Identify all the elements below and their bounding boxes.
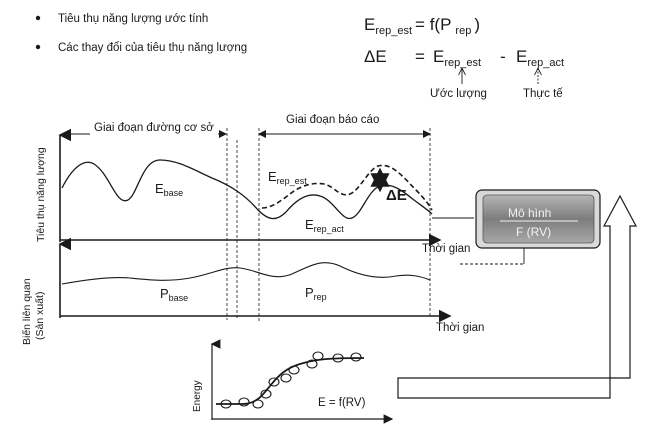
variable-time-label: Thời gian	[436, 322, 484, 334]
feedback-arrow	[397, 194, 637, 399]
bullet-consumption-changes: Các thay đổi của tiêu thụ năng lượng	[58, 42, 247, 54]
formula-delta-term2: Erep_act	[516, 47, 564, 69]
formula-delta-term1: Erep_est	[433, 47, 481, 69]
e-rep-act-label: Erep_act	[305, 217, 344, 234]
data-point	[332, 353, 344, 363]
variable-axis-label-1: Biến liên quan	[21, 278, 33, 345]
formula-delta-minus: -	[500, 47, 506, 66]
baseline-period-label-bg	[90, 121, 218, 135]
data-point	[350, 352, 362, 362]
data-point	[280, 373, 292, 383]
model-box-function: F (RV)	[516, 225, 551, 239]
data-point	[288, 365, 300, 375]
delta-e-label: ΔE	[386, 187, 407, 204]
e-rep-est-curve	[261, 164, 433, 211]
model-box-inner	[482, 194, 595, 244]
data-point	[312, 351, 324, 361]
formula-delta-eq: =	[415, 47, 425, 66]
report-period-label-bg	[282, 112, 397, 126]
e-base-curve	[61, 159, 287, 220]
bullet-list: Tiêu thụ năng lượng ước tính Các thay đổ…	[35, 13, 247, 54]
regression-energy-label: Energy	[192, 380, 203, 412]
e-rep-act-curve	[285, 184, 433, 220]
bullet-estimated-consumption: Tiêu thụ năng lượng ước tính	[58, 13, 208, 25]
data-point	[238, 397, 250, 407]
actual-label: Thực tế	[523, 88, 563, 100]
estimate-label: Ước lượng	[430, 88, 487, 100]
formula-estimate: Erep_est = f(P rep)	[364, 15, 480, 37]
p-base-label: Pbase	[160, 286, 188, 303]
production-curve	[61, 262, 431, 285]
data-point	[260, 389, 272, 399]
data-point	[220, 399, 232, 409]
variable-chart: Biến liên quan (Sản xuất) Thời gian Pbas…	[21, 237, 484, 345]
energy-time-label: Thời gian	[422, 243, 470, 255]
regression-equation: E = f(RV)	[318, 397, 366, 409]
energy-chart: Tiêu thụ năng lượng Thời gian Ebase Erep…	[35, 128, 470, 255]
report-period-label: Giai đoạn báo cáo	[286, 114, 379, 126]
formula-delta-label: ΔE	[364, 47, 387, 66]
data-point	[268, 377, 280, 387]
variable-axis-label-2: (Sản xuất)	[34, 292, 46, 340]
baseline-period-label: Giai đoạn đường cơ sở	[94, 122, 214, 134]
period-headers: Giai đoạn đường cơ sở Giai đoạn báo cáo	[63, 112, 431, 138]
model-box: Mô hình F (RV)	[475, 189, 601, 249]
model-box-title: Mô hình	[508, 206, 551, 220]
period-separators	[226, 128, 431, 322]
bullet-dot	[35, 44, 41, 50]
regression-points	[220, 351, 362, 409]
p-rep-label: Prep	[305, 285, 327, 302]
formula-block: Erep_est = f(P rep) ΔE = Erep_est - Erep_a…	[364, 15, 564, 100]
regression-inset: Energy E = f(RV)	[192, 339, 394, 424]
data-point	[306, 359, 318, 369]
bullet-dot	[35, 15, 41, 21]
data-point	[252, 399, 264, 409]
e-base-label: Ebase	[155, 181, 183, 198]
energy-axis-label: Tiêu thụ năng lượng	[35, 147, 47, 242]
e-rep-est-label: Erep_est	[268, 169, 307, 186]
